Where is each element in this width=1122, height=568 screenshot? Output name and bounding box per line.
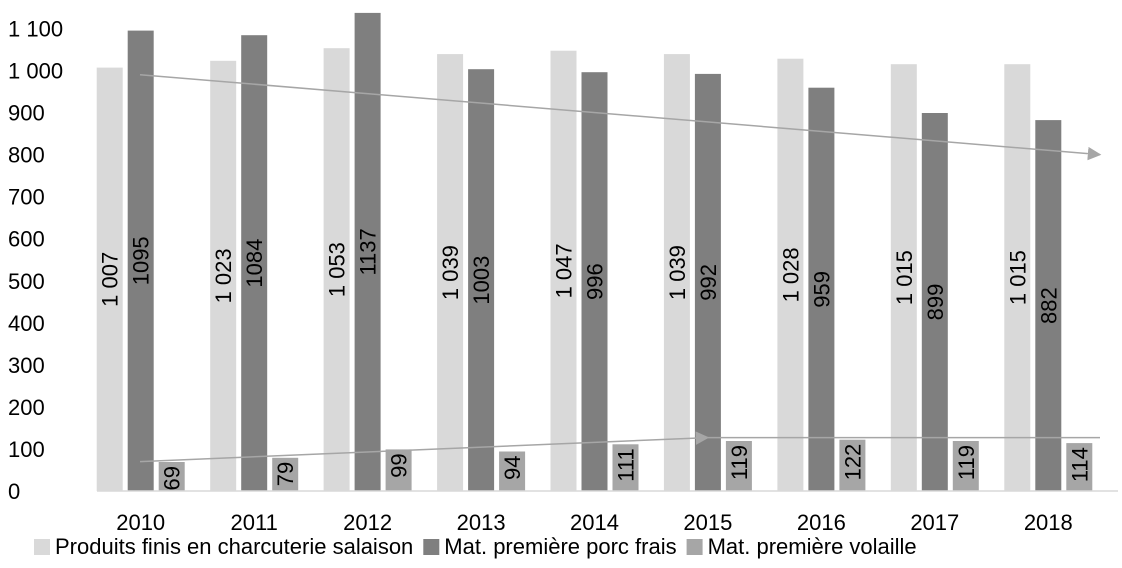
data-label-2-2011: 79 <box>273 462 298 486</box>
bar-0-2017 <box>890 64 917 491</box>
bar-2-2012 <box>385 449 412 491</box>
legend-swatch-1 <box>423 539 440 555</box>
y-tick-label: 700 <box>8 185 45 210</box>
bar-2-2013 <box>499 451 526 491</box>
data-label-0-2013: 1 039 <box>438 245 463 300</box>
bar-0-2015 <box>663 54 690 491</box>
bar-1-2011 <box>241 35 268 491</box>
data-label-1-2012: 1137 <box>356 228 381 275</box>
data-label-1-2010: 1095 <box>129 236 154 285</box>
data-label-2-2016: 122 <box>840 444 865 481</box>
axes-layer: 0 100 200 300 400 500 600 700 800 900 1 000 1 100 20… <box>8 16 1118 535</box>
bar-2-2018 <box>1066 443 1093 491</box>
data-label-2-2013: 94 <box>500 456 525 480</box>
bar-2-2010 <box>158 462 185 491</box>
x-tick-label-2015: 2015 <box>683 510 732 535</box>
data-label-0-2016: 1 028 <box>778 247 803 302</box>
y-tick-label: 500 <box>8 269 45 294</box>
bars-layer <box>96 12 1093 492</box>
legend-label-0: Produits finis en charcuterie salaison <box>55 534 413 559</box>
bar-0-2016 <box>777 58 804 491</box>
legend-label-2: Mat. première volaille <box>708 534 917 559</box>
y-tick-label: 200 <box>8 395 45 420</box>
bar-1-2017 <box>921 113 948 491</box>
y-tick-label: 800 <box>8 143 45 168</box>
y-tick-label: 400 <box>8 311 45 336</box>
data-label-0-2017: 1 015 <box>892 250 917 305</box>
bar-0-2013 <box>437 54 464 491</box>
trend-arrow-0 <box>139 73 1102 161</box>
bar-0-2011 <box>210 60 237 492</box>
bar-1-2016 <box>808 87 835 491</box>
data-label-0-2012: 1 053 <box>325 242 350 297</box>
data-label-1-2017: 899 <box>923 284 948 321</box>
x-tick-label-2012: 2012 <box>343 510 392 535</box>
trend-arrows-layer <box>139 73 1102 463</box>
data-label-2-2014: 111 <box>614 448 639 481</box>
x-tick-label-2017: 2017 <box>910 510 959 535</box>
bar-1-2018 <box>1035 120 1062 491</box>
bar-2-2016 <box>839 439 866 491</box>
data-label-0-2014: 1 047 <box>552 243 577 298</box>
bar-0-2012 <box>323 48 350 491</box>
legend-swatch-0 <box>34 539 50 555</box>
x-tick-label-2013: 2013 <box>457 510 506 535</box>
bar-0-2018 <box>1004 64 1031 491</box>
data-label-0-2018: 1 015 <box>1005 250 1030 305</box>
y-tick-label: 0 <box>8 479 20 504</box>
legend-label-1: Mat. première porc frais <box>444 534 676 559</box>
y-tick-label: 300 <box>8 353 45 378</box>
bar-2-2015 <box>725 441 752 491</box>
trend-arrow-1 <box>139 431 710 463</box>
data-label-1-2014: 996 <box>583 263 608 300</box>
bar-2-2017 <box>952 441 979 491</box>
data-label-1-2018: 882 <box>1036 287 1061 324</box>
data-label-2-2012: 99 <box>387 453 412 477</box>
y-tick-label: 1 000 <box>8 59 63 84</box>
bar-0-2014 <box>550 50 577 491</box>
legend-swatch-2 <box>686 539 703 555</box>
x-tick-label-2014: 2014 <box>570 510 619 535</box>
legend: Produits finis en charcuterie salaison Ma… <box>34 534 917 559</box>
data-label-1-2015: 992 <box>696 264 721 301</box>
y-tick-label: 900 <box>8 101 45 126</box>
bar-1-2010 <box>127 30 154 491</box>
bar-2-2011 <box>272 457 299 491</box>
data-label-2-2010: 69 <box>160 466 185 490</box>
data-label-1-2011: 1084 <box>242 239 267 288</box>
y-tick-label: 1 100 <box>8 16 63 41</box>
data-labels-layer: 1 007 1 023 1 053 1 039 1 047 1 039 1 028 1 015… <box>98 228 1093 490</box>
x-tick-label-2010: 2010 <box>116 510 165 535</box>
data-label-0-2010: 1 007 <box>98 252 123 307</box>
y-tick-label: 600 <box>8 227 45 252</box>
x-tick-label-2011: 2011 <box>231 510 278 535</box>
data-label-0-2011: 1 023 <box>211 248 236 303</box>
data-label-0-2015: 1 039 <box>665 245 690 300</box>
x-tick-label-2018: 2018 <box>1024 510 1073 535</box>
data-label-2-2017: 119 <box>954 445 979 480</box>
data-label-1-2013: 1003 <box>469 256 494 305</box>
bar-0-2010 <box>96 67 123 491</box>
x-tick-label-2016: 2016 <box>797 510 846 535</box>
bar-1-2013 <box>468 69 495 491</box>
data-label-2-2015: 119 <box>727 445 752 480</box>
bar-1-2015 <box>694 73 721 492</box>
data-label-1-2016: 959 <box>809 271 834 308</box>
data-label-2-2018: 114 <box>1067 447 1092 482</box>
bar-1-2014 <box>581 72 608 491</box>
y-tick-label: 100 <box>8 437 45 462</box>
bar-2-2014 <box>612 444 639 491</box>
